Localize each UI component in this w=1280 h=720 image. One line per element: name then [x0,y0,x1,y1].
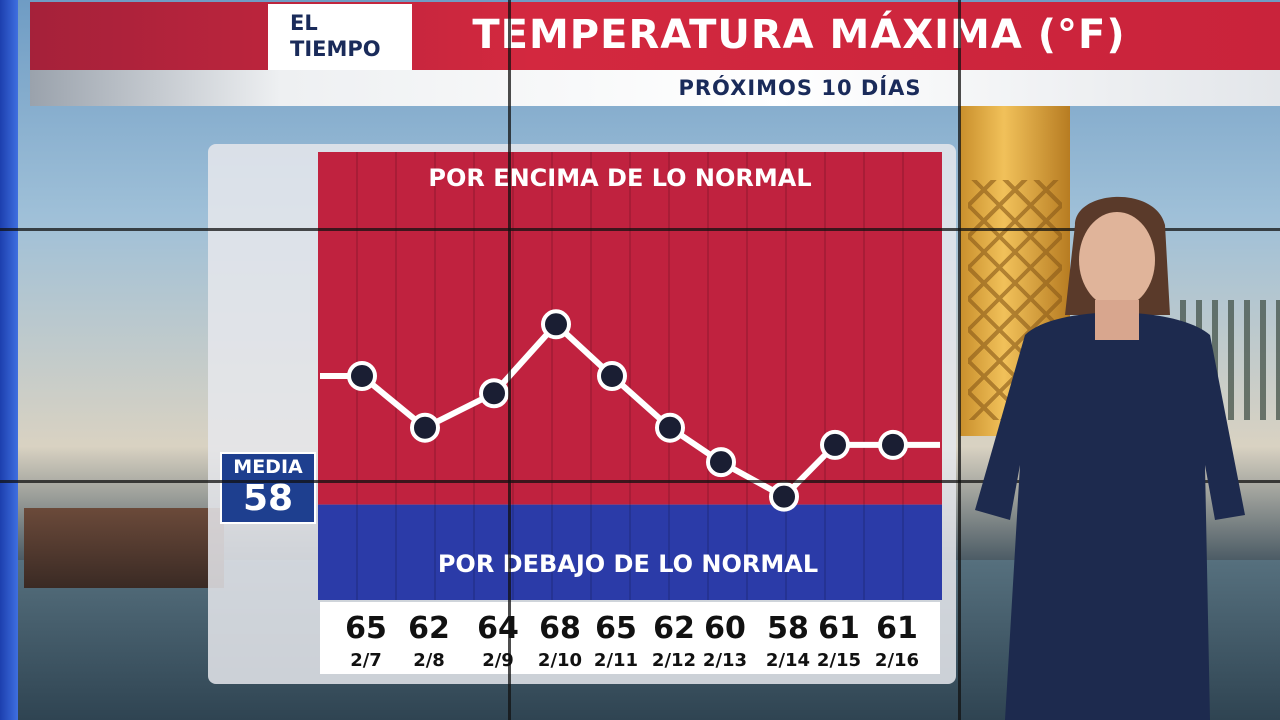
wall-grid-line [0,228,1280,231]
data-point [347,361,377,391]
data-point [820,429,850,460]
data-point [655,412,685,443]
date-label: 2/15 [817,650,861,671]
above-normal-label: POR ENCIMA DE LO NORMAL [428,164,811,192]
value-label: 68 [539,611,581,646]
left-accent-bar [0,0,18,720]
date-label: 2/12 [652,650,696,671]
date-label: 2/10 [538,650,582,671]
data-point [597,361,627,391]
data-point [878,429,908,460]
value-label: 58 [767,611,809,646]
below-normal-label: POR DEBAJO DE LO NORMAL [438,550,818,578]
date-label: 2/13 [703,650,747,671]
below-normal-region [318,504,942,600]
date-labels: 2/7 2/8 2/9 2/10 2/11 2/12 2/13 2/14 2/15 2/16 [350,650,919,671]
value-label: 62 [653,611,695,646]
value-label: 60 [704,611,746,646]
data-point [479,378,509,409]
date-label: 2/8 [413,650,445,671]
average-badge: MEDIA 58 [220,452,316,524]
presenter [975,196,1245,720]
data-point [706,447,736,478]
logo-line-2: TIEMPO [290,37,381,61]
value-label: 62 [408,611,450,646]
data-point [769,481,799,512]
page-title: TEMPERATURA MÁXIMA (°F) [472,12,1126,58]
column-dividers [356,152,904,600]
value-label: 65 [345,611,387,646]
channel-logo: EL TIEMPO [268,4,412,70]
value-label: 65 [595,611,637,646]
date-label: 2/14 [766,650,810,671]
data-point [541,309,571,340]
value-labels: 65 62 64 68 65 62 60 58 61 61 [345,611,918,646]
logo-line-1: EL [290,11,318,35]
wall-grid-line [958,0,961,720]
average-label: MEDIA [233,456,303,478]
page-subtitle: PRÓXIMOS 10 DÍAS [678,76,922,100]
value-label: 61 [876,611,918,646]
value-label: 61 [818,611,860,646]
date-label: 2/9 [482,650,514,671]
wall-grid-line [508,0,511,720]
data-point [410,412,440,443]
value-label: 64 [477,611,519,646]
date-label: 2/16 [875,650,919,671]
wall-grid-line [0,480,1280,483]
date-label: 2/7 [350,650,382,671]
date-label: 2/11 [594,650,638,671]
average-value: 58 [242,478,294,519]
value-strip [320,602,940,674]
pier [24,508,224,588]
data-points [347,309,908,512]
header-band [30,2,1280,70]
subtitle-band [30,70,1280,106]
